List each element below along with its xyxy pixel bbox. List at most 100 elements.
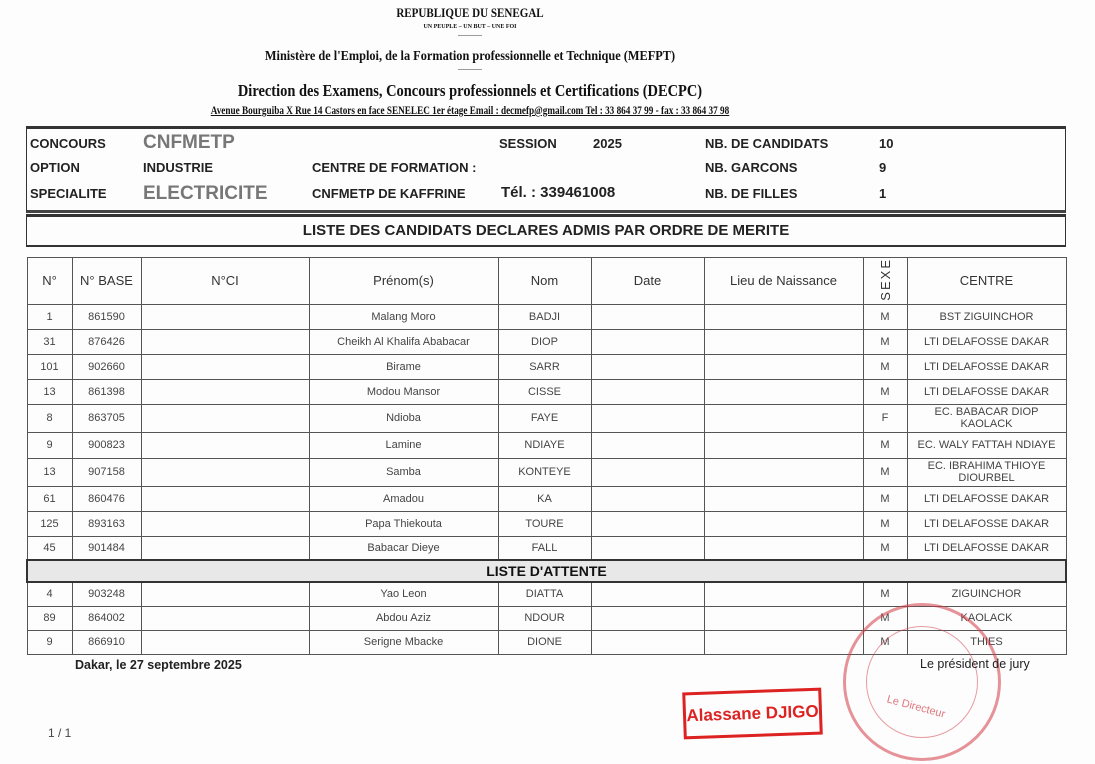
cell-centre: LTI DELAFOSSE DAKAR bbox=[906, 378, 1067, 405]
cell-date bbox=[590, 353, 705, 380]
cell-prenom: Serigne Mbacke bbox=[308, 629, 499, 655]
cell-prenom: Malang Moro bbox=[308, 303, 499, 330]
cell-num: 4 bbox=[26, 581, 73, 607]
cell-sexe: M bbox=[862, 581, 908, 607]
col-lieu: Lieu de Naissance bbox=[703, 257, 864, 305]
cell-prenom: Amadou bbox=[308, 485, 499, 512]
cell-ci bbox=[140, 485, 310, 512]
col-sexe: SEXE bbox=[862, 257, 908, 305]
cell-base: 876426 bbox=[71, 328, 142, 355]
ministry-heading: Ministère de l'Emploi, de la Formation p… bbox=[264, 49, 676, 64]
cell-ci bbox=[140, 605, 310, 631]
cell-lieu bbox=[703, 510, 864, 537]
cell-date bbox=[590, 431, 705, 459]
direction-heading: Direction des Examens, Concours professi… bbox=[237, 81, 703, 100]
cell-sexe: M bbox=[862, 431, 908, 459]
cell-num: 13 bbox=[26, 378, 73, 405]
cell-nom: NDOUR bbox=[497, 605, 592, 631]
cell-centre: BST ZIGUINCHOR bbox=[906, 303, 1067, 330]
table-row: 13 861398 Modou Mansor CISSE M LTI DELAFOSSE … bbox=[26, 378, 1067, 405]
address-line: Avenue Bourguiba X Rue 14 Castors en fac… bbox=[210, 105, 730, 117]
col-prenom: Prénom(s) bbox=[308, 257, 499, 305]
cell-nom: FAYE bbox=[497, 403, 592, 433]
col-centre: CENTRE bbox=[906, 257, 1067, 305]
table-row: 13 907158 Samba KONTEYE M EC. IBRAHIMA THIOYE… bbox=[26, 457, 1067, 487]
cell-base: 860476 bbox=[71, 485, 142, 512]
table-row: 61 860476 Amadou KA M LTI DELAFOSSE DAKAR bbox=[26, 485, 1067, 512]
cell-sexe: M bbox=[862, 485, 908, 512]
cell-lieu bbox=[703, 457, 864, 487]
cell-centre: LTI DELAFOSSE DAKAR bbox=[906, 328, 1067, 355]
cell-base: 903248 bbox=[71, 581, 142, 607]
cell-centre: LTI DELAFOSSE DAKAR bbox=[906, 535, 1067, 561]
cell-date bbox=[590, 535, 705, 561]
cell-nom: KA bbox=[497, 485, 592, 512]
cell-num: 45 bbox=[26, 535, 73, 561]
cell-nom: KONTEYE bbox=[497, 457, 592, 487]
cell-num: 31 bbox=[26, 328, 73, 355]
cell-sexe: M bbox=[862, 457, 908, 487]
cell-ci bbox=[140, 510, 310, 537]
cell-ci bbox=[140, 328, 310, 355]
table-row: 101 902660 Birame SARR M LTI DELAFOSSE DAKAR bbox=[26, 353, 1067, 380]
name-stamp: Alassane DJIGO bbox=[682, 687, 823, 740]
cell-lieu bbox=[703, 403, 864, 433]
col-sexe-label: SEXE bbox=[877, 258, 893, 301]
cell-centre: ZIGUINCHOR bbox=[906, 581, 1067, 607]
cell-sexe: M bbox=[862, 303, 908, 330]
cell-sexe: M bbox=[862, 353, 908, 380]
col-base: N° BASE bbox=[71, 257, 142, 305]
motto: UN PEUPLE – UN BUT – UNE FOI bbox=[423, 24, 517, 30]
cell-nom: NDIAYE bbox=[497, 431, 592, 459]
cell-centre: EC. BABACAR DIOP KAOLACK bbox=[906, 403, 1067, 433]
cell-prenom: Samba bbox=[308, 457, 499, 487]
cell-prenom: Papa Thiekouta bbox=[308, 510, 499, 537]
waiting-list-header: LISTE D'ATTENTE bbox=[26, 559, 1067, 584]
separator: ------------ bbox=[458, 33, 482, 39]
seal-inner-ring bbox=[866, 626, 978, 738]
cell-num: 1 bbox=[26, 303, 73, 330]
cell-lieu bbox=[703, 605, 864, 631]
cell-base: 900823 bbox=[71, 431, 142, 459]
concours-value: CNFMETP bbox=[143, 132, 235, 153]
cell-prenom: Modou Mansor bbox=[308, 378, 499, 405]
cell-centre: EC. IBRAHIMA THIOYE DIOURBEL bbox=[906, 457, 1067, 487]
table-row: 4 903248 Yao Leon DIATTA M ZIGUINCHOR bbox=[26, 581, 1067, 607]
cell-ci bbox=[140, 353, 310, 380]
cell-lieu bbox=[703, 353, 864, 380]
cell-ci bbox=[140, 431, 310, 459]
cell-num: 9 bbox=[26, 629, 73, 655]
cell-nom: SARR bbox=[497, 353, 592, 380]
table-row: 9 900823 Lamine NDIAYE M EC. WALY FATTAH NDIA… bbox=[26, 431, 1067, 459]
cell-date bbox=[590, 485, 705, 512]
cell-ci bbox=[140, 581, 310, 607]
cell-date bbox=[590, 581, 705, 607]
cell-base: 861398 bbox=[71, 378, 142, 405]
cell-num: 13 bbox=[26, 457, 73, 487]
cell-num: 89 bbox=[26, 605, 73, 631]
specialite-value: ELECTRICITE bbox=[143, 183, 268, 204]
cell-prenom: Yao Leon bbox=[308, 581, 499, 607]
nb-garcons-label: NB. GARCONS bbox=[705, 160, 798, 175]
cell-prenom: Birame bbox=[308, 353, 499, 380]
cell-num: 8 bbox=[26, 403, 73, 433]
waiting-list-title: LISTE D'ATTENTE bbox=[26, 559, 1067, 584]
cell-num: 101 bbox=[26, 353, 73, 380]
col-nom: Nom bbox=[497, 257, 592, 305]
separator: ------------ bbox=[458, 67, 482, 73]
cell-ci bbox=[140, 378, 310, 405]
official-seal: Le Directeur bbox=[843, 603, 1001, 761]
cell-sexe: M bbox=[862, 510, 908, 537]
exam-info-box: CONCOURS CNFMETP OPTION INDUSTRIE SPECIA… bbox=[26, 126, 1066, 213]
cell-num: 9 bbox=[26, 431, 73, 459]
cell-nom: BADJI bbox=[497, 303, 592, 330]
cell-ci bbox=[140, 535, 310, 561]
cell-lieu bbox=[703, 581, 864, 607]
centre-tel: Tél. : 339461008 bbox=[501, 184, 616, 201]
nb-filles-label: NB. DE FILLES bbox=[705, 186, 798, 201]
concours-label: CONCOURS bbox=[30, 136, 106, 151]
cell-date bbox=[590, 378, 705, 405]
cell-nom: TOURE bbox=[497, 510, 592, 537]
cell-num: 125 bbox=[26, 510, 73, 537]
